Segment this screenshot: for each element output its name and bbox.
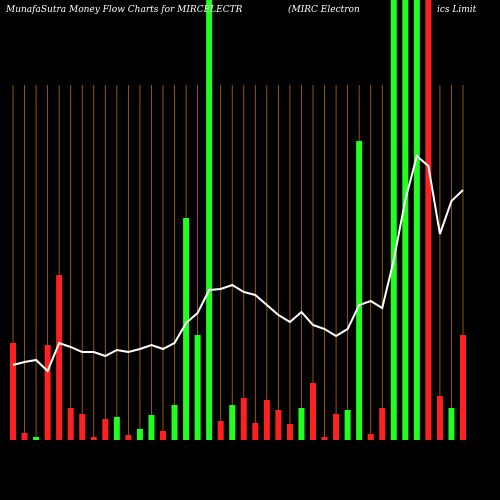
bar (67, 408, 74, 440)
bar (125, 435, 132, 440)
bar (379, 408, 386, 440)
bar (102, 419, 109, 440)
grid (12, 85, 464, 440)
bar (402, 0, 409, 440)
bar (275, 410, 282, 440)
bar (286, 424, 293, 440)
bar (356, 141, 363, 440)
bar (56, 275, 63, 440)
bar (44, 345, 51, 440)
bar (90, 437, 97, 440)
bar (136, 429, 143, 440)
chart-title: MunafaSutra Money Flow Charts for MIRCEL… (5, 5, 243, 15)
bar (263, 400, 270, 440)
bar (148, 415, 155, 440)
bar (436, 396, 443, 440)
chart-title: (MIRC Electron (288, 4, 360, 15)
bar (33, 437, 40, 440)
bar (206, 0, 213, 440)
bar (240, 398, 247, 440)
chart-title: ics Limit (437, 5, 477, 15)
bar (367, 434, 374, 440)
money-flow-line (12, 154, 464, 373)
bar (413, 0, 420, 440)
bar (183, 218, 190, 440)
bar (425, 0, 432, 440)
bar (171, 405, 178, 440)
bar (344, 410, 351, 440)
bar (79, 414, 86, 440)
bar (460, 335, 466, 440)
bar (194, 335, 201, 440)
bars (10, 0, 466, 440)
bar (448, 408, 455, 440)
bar (333, 414, 340, 440)
bar (321, 437, 328, 440)
bar (217, 421, 224, 440)
bar (113, 417, 120, 440)
bar (229, 405, 236, 440)
bar (390, 0, 397, 440)
bar (160, 431, 166, 440)
bar (298, 408, 305, 440)
bar (310, 383, 316, 440)
bar (21, 433, 28, 440)
bar (252, 423, 259, 440)
bar (10, 343, 16, 440)
